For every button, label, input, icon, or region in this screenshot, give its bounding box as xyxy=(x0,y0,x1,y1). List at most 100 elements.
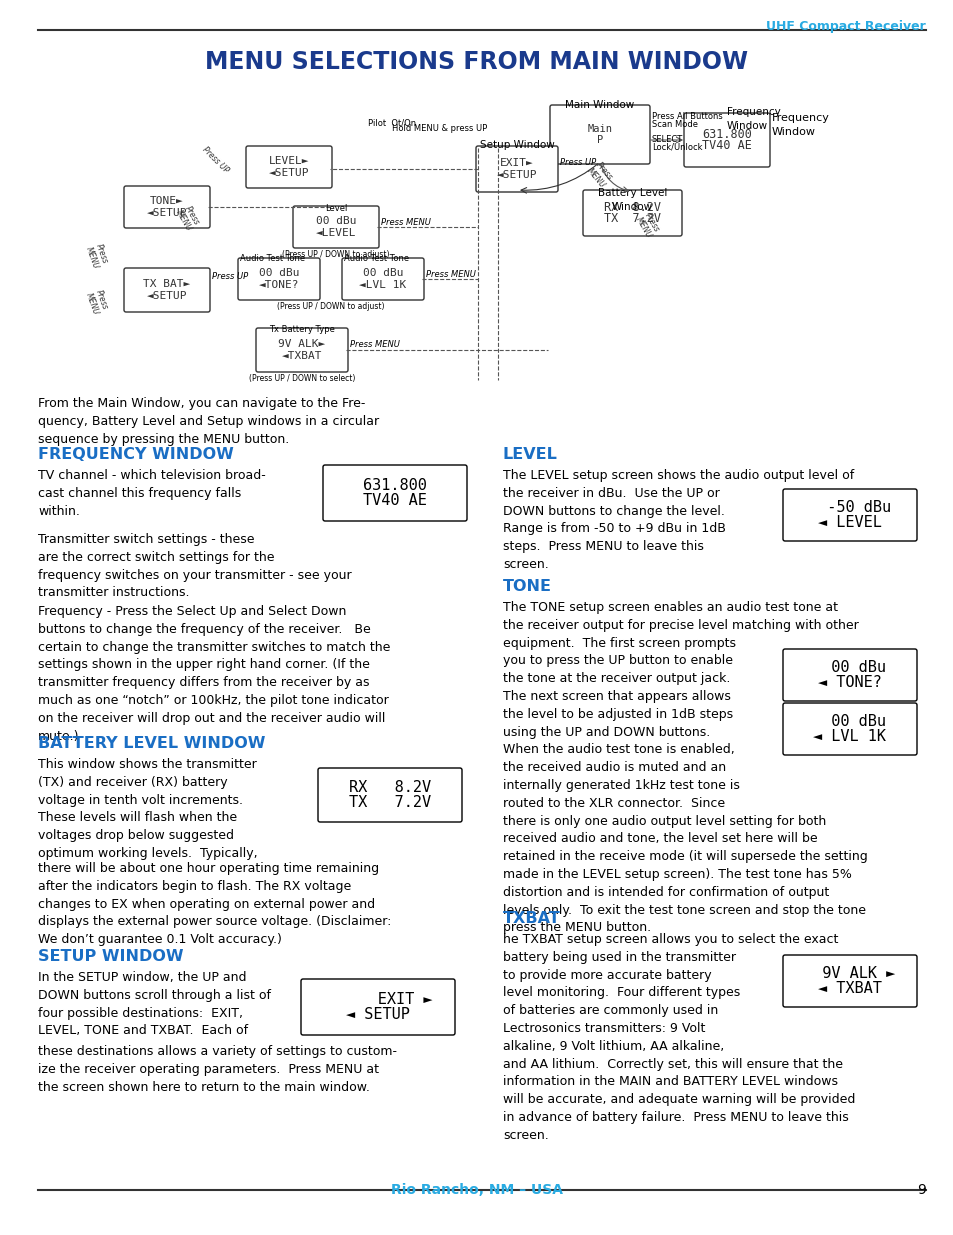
Text: ◄ SETUP: ◄ SETUP xyxy=(346,1008,410,1023)
Text: ◄LEVEL: ◄LEVEL xyxy=(315,227,355,237)
Text: ◄LVL 1K: ◄LVL 1K xyxy=(359,279,406,289)
Text: Press MENU: Press MENU xyxy=(426,270,476,279)
Text: Frequency - Press the Select Up and Select Down
buttons to change the frequency : Frequency - Press the Select Up and Sele… xyxy=(38,605,390,742)
FancyBboxPatch shape xyxy=(782,650,916,701)
Text: 9V ALK►: 9V ALK► xyxy=(278,340,325,350)
Text: ◄SETUP: ◄SETUP xyxy=(269,168,309,178)
Text: Frequency
Window: Frequency Window xyxy=(726,107,780,131)
FancyBboxPatch shape xyxy=(782,703,916,755)
Text: Level: Level xyxy=(324,204,347,212)
Text: 9V ALK ►: 9V ALK ► xyxy=(803,966,895,981)
Text: Press
MENU: Press MENU xyxy=(584,161,614,190)
Text: In the SETUP window, the UP and
DOWN buttons scroll through a list of
four possi: In the SETUP window, the UP and DOWN but… xyxy=(38,971,271,1037)
Text: P: P xyxy=(597,135,602,144)
FancyBboxPatch shape xyxy=(582,190,681,236)
Text: -50 dBu: -50 dBu xyxy=(808,500,890,515)
Text: Press UP: Press UP xyxy=(200,144,230,175)
Text: there will be about one hour operating time remaining
after the indicators begin: there will be about one hour operating t… xyxy=(38,862,391,946)
Text: 00 dBu: 00 dBu xyxy=(258,268,299,278)
Text: Press UP: Press UP xyxy=(559,158,596,167)
FancyBboxPatch shape xyxy=(255,329,348,372)
FancyBboxPatch shape xyxy=(323,466,467,521)
FancyBboxPatch shape xyxy=(301,979,455,1035)
Text: Lock/Unlock: Lock/Unlock xyxy=(651,143,701,152)
Text: MENU SELECTIONS FROM MAIN WINDOW: MENU SELECTIONS FROM MAIN WINDOW xyxy=(205,49,748,74)
FancyBboxPatch shape xyxy=(317,768,461,823)
Text: Audio Test Tone: Audio Test Tone xyxy=(344,254,409,263)
Text: Pilot  Ot/On: Pilot Ot/On xyxy=(368,119,416,127)
Text: BATTERY LEVEL WINDOW: BATTERY LEVEL WINDOW xyxy=(38,736,265,751)
Text: ◄ LVL 1K: ◄ LVL 1K xyxy=(813,729,885,745)
Text: Scan Mode: Scan Mode xyxy=(651,120,698,128)
Text: (Press UP / DOWN to adjust): (Press UP / DOWN to adjust) xyxy=(277,303,384,311)
Text: RX  8.2V: RX 8.2V xyxy=(603,200,660,214)
FancyBboxPatch shape xyxy=(124,268,210,312)
FancyBboxPatch shape xyxy=(124,186,210,228)
Text: SELECT: SELECT xyxy=(651,135,682,144)
Text: Hold MENU & press UP: Hold MENU & press UP xyxy=(392,124,487,133)
Text: 631.800: 631.800 xyxy=(363,478,427,493)
Text: 00 dBu: 00 dBu xyxy=(362,268,403,278)
Text: TONE►: TONE► xyxy=(150,196,184,206)
Text: ◄TONE?: ◄TONE? xyxy=(258,279,299,289)
Text: Main Window: Main Window xyxy=(565,100,634,110)
FancyBboxPatch shape xyxy=(476,146,558,191)
Text: From the Main Window, you can navigate to the Fre-
quency, Battery Level and Set: From the Main Window, you can navigate t… xyxy=(38,396,378,446)
Text: 00 dBu: 00 dBu xyxy=(315,216,355,226)
Text: 00 dBu: 00 dBu xyxy=(813,659,885,674)
Text: TX  7.2V: TX 7.2V xyxy=(603,212,660,226)
Text: TV40 AE: TV40 AE xyxy=(701,140,751,152)
Text: ◄ TXBAT: ◄ TXBAT xyxy=(818,981,881,997)
FancyBboxPatch shape xyxy=(237,258,319,300)
Text: TX   7.2V: TX 7.2V xyxy=(349,795,431,810)
Text: The TONE setup screen enables an audio test tone at
the receiver output for prec: The TONE setup screen enables an audio t… xyxy=(502,601,867,935)
FancyBboxPatch shape xyxy=(246,146,332,188)
FancyBboxPatch shape xyxy=(341,258,423,300)
Text: UHF Compact Receiver: UHF Compact Receiver xyxy=(765,20,925,33)
Text: Battery Level
Window: Battery Level Window xyxy=(598,188,666,212)
Text: (Press UP / DOWN to select): (Press UP / DOWN to select) xyxy=(249,374,355,383)
Text: Press MENU: Press MENU xyxy=(380,219,431,227)
Text: Main: Main xyxy=(587,125,612,135)
Text: ◄SETUP: ◄SETUP xyxy=(497,169,537,179)
Text: ◄SETUP: ◄SETUP xyxy=(147,207,187,217)
Text: RX   8.2V: RX 8.2V xyxy=(349,779,431,795)
Text: these destinations allows a variety of settings to custom-
ize the receiver oper: these destinations allows a variety of s… xyxy=(38,1045,396,1094)
Text: Tx Battery Type: Tx Battery Type xyxy=(269,325,335,333)
Text: Press UP: Press UP xyxy=(212,272,248,282)
Text: EXIT ►: EXIT ► xyxy=(323,992,433,1007)
Text: Press
MENU: Press MENU xyxy=(633,210,661,240)
Text: TV40 AE: TV40 AE xyxy=(363,493,427,508)
Text: TV channel - which television broad-
cast channel this frequency falls
within.: TV channel - which television broad- cas… xyxy=(38,469,266,517)
Text: Audio Test Tone: Audio Test Tone xyxy=(240,254,305,263)
Text: LEVEL: LEVEL xyxy=(502,447,558,462)
Text: Press
MENU: Press MENU xyxy=(173,204,202,232)
Text: TONE: TONE xyxy=(502,579,552,594)
Text: 00 dBu: 00 dBu xyxy=(813,714,885,729)
Text: TXBAT: TXBAT xyxy=(502,911,560,926)
Text: ◄SETUP: ◄SETUP xyxy=(147,290,187,300)
FancyBboxPatch shape xyxy=(782,955,916,1007)
FancyBboxPatch shape xyxy=(782,489,916,541)
Text: This window shows the transmitter
(TX) and receiver (RX) battery
voltage in tent: This window shows the transmitter (TX) a… xyxy=(38,758,257,860)
Text: LEVEL►: LEVEL► xyxy=(269,157,309,167)
Text: Press MENU: Press MENU xyxy=(350,340,399,350)
Text: he TXBAT setup screen allows you to select the exact
battery being used in the t: he TXBAT setup screen allows you to sele… xyxy=(502,932,855,1142)
Text: Setup Window: Setup Window xyxy=(479,140,554,149)
Text: The LEVEL setup screen shows the audio output level of
the receiver in dBu.  Use: The LEVEL setup screen shows the audio o… xyxy=(502,469,853,571)
Text: Press All Buttons: Press All Buttons xyxy=(651,112,722,121)
Text: EXIT►: EXIT► xyxy=(499,158,534,168)
Text: Frequency
Window: Frequency Window xyxy=(771,112,829,137)
FancyBboxPatch shape xyxy=(550,105,649,164)
Text: Transmitter switch settings - these
are the correct switch settings for the
freq: Transmitter switch settings - these are … xyxy=(38,534,352,599)
Text: SETUP WINDOW: SETUP WINDOW xyxy=(38,948,183,965)
Text: 9: 9 xyxy=(916,1183,925,1197)
Text: ◄ LEVEL: ◄ LEVEL xyxy=(818,515,881,530)
Text: Press
MENU: Press MENU xyxy=(84,288,110,316)
Text: Press
MENU: Press MENU xyxy=(84,242,110,270)
FancyBboxPatch shape xyxy=(683,112,769,167)
Text: ◄TXBAT: ◄TXBAT xyxy=(281,351,322,361)
Text: 631.800: 631.800 xyxy=(701,127,751,141)
Text: (Press UP / DOWN to adjust): (Press UP / DOWN to adjust) xyxy=(282,249,390,259)
Text: TX BAT►: TX BAT► xyxy=(143,279,191,289)
